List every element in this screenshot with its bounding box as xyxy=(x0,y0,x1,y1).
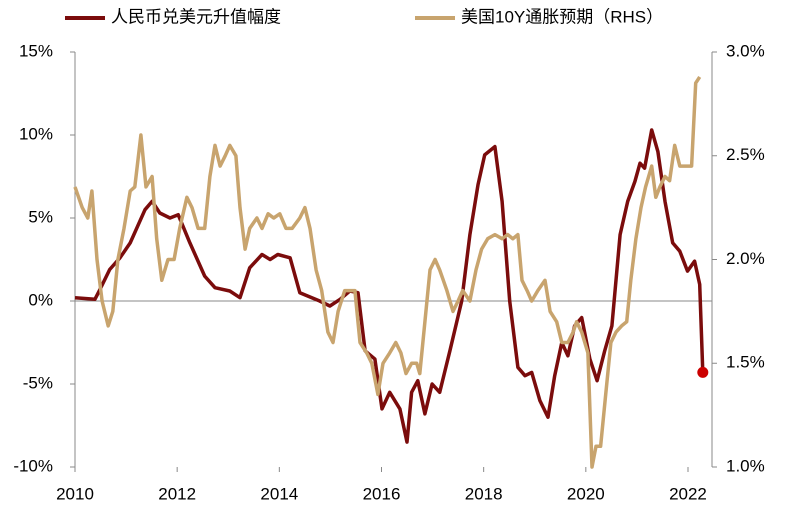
x-tick-label: 2016 xyxy=(363,484,401,503)
x-tick-label: 2018 xyxy=(465,484,503,503)
y2-tick-label: 1.5% xyxy=(726,353,765,372)
y-tick-label: -5% xyxy=(23,373,53,392)
y-tick-label: 10% xyxy=(19,124,53,143)
y-tick-label: 0% xyxy=(28,290,53,309)
y2-tick-label: 2.0% xyxy=(726,249,765,268)
x-tick-label: 2022 xyxy=(669,484,707,503)
legend-label: 美国10Y通胀预期（RHS） xyxy=(461,7,663,26)
y-tick-label: 15% xyxy=(19,41,53,60)
x-tick-label: 2012 xyxy=(158,484,196,503)
y-tick-label: -10% xyxy=(13,456,53,475)
x-tick-label: 2010 xyxy=(56,484,94,503)
x-tick-label: 2020 xyxy=(567,484,605,503)
line-series xyxy=(73,75,702,469)
end-marker xyxy=(697,366,709,378)
line-series xyxy=(74,128,705,444)
y2-tick-label: 3.0% xyxy=(726,41,765,60)
x-tick-label: 2014 xyxy=(260,484,298,503)
y-tick-label: 5% xyxy=(28,207,53,226)
legend-label: 人民币兑美元升值幅度 xyxy=(111,7,281,26)
y2-tick-label: 1.0% xyxy=(726,456,765,475)
y2-tick-label: 2.5% xyxy=(726,145,765,164)
